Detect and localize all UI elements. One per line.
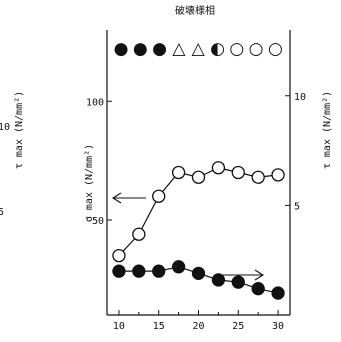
sigma-point-5 [211,161,226,175]
left-tick-label-0: 100 [86,97,104,108]
left-clipped-axis-title: τ max (N/mm²) [14,91,25,169]
tau-point-6 [231,275,245,289]
tau-point-8 [271,286,285,300]
tau-point-5 [211,273,226,287]
left-clipped-tick-5: 5 [0,207,4,218]
fracture-mode-symbol-1: ● [133,39,148,59]
sigma-point-2 [152,189,166,203]
sigma-point-7 [251,170,265,184]
right-tick-label-0: 10 [294,92,306,103]
x-tick-label-1: 15 [153,321,165,332]
right-tick-label-1: 5 [294,201,300,212]
arrow-left-indicator [111,192,146,204]
right-axis-title: τ max (N/mm²) [322,91,333,169]
fracture-mode-symbol-4: △ [192,39,206,59]
arrow-right-head [254,269,265,281]
tau-point-1 [132,264,146,278]
tau-point-7 [251,282,265,296]
tau-point-0 [112,264,126,278]
sigma-point-1 [132,227,146,241]
fracture-mode-symbol-7: ○ [249,39,264,59]
tau-point-3 [171,260,186,274]
fracture-mode-symbol-3: △ [172,39,186,59]
sigma-point-6 [231,165,245,180]
fracture-mode-symbol-8: ○ [268,39,283,59]
sigma-point-0 [112,248,126,263]
fracture-mode-symbol-0: ● [114,39,129,59]
fracture-mode-symbol-2: ● [152,39,167,59]
fracture-mode-title: 破壊様相 [175,4,215,17]
fracture-mode-symbol-6: ○ [229,39,244,59]
sigma-point-4 [191,170,206,184]
sigma-point-3 [171,165,186,180]
x-tick-label-4: 30 [272,321,284,332]
left-clipped-tick-10: 10 [0,122,10,133]
tau-point-2 [152,264,166,278]
fracture-mode-symbol-5: ◐ [210,39,225,59]
x-tick-label-0: 10 [113,321,125,332]
x-tick-label-3: 25 [232,321,244,332]
left-tick-label-1: 50 [92,216,104,227]
arrow-left-head [111,192,122,204]
x-tick-label-2: 20 [192,321,204,332]
sigma-point-8 [271,168,285,182]
tau-point-4 [191,266,206,280]
left-axis-title: σ max (N/mm²) [84,144,95,222]
arrow-right-indicator [221,269,265,281]
